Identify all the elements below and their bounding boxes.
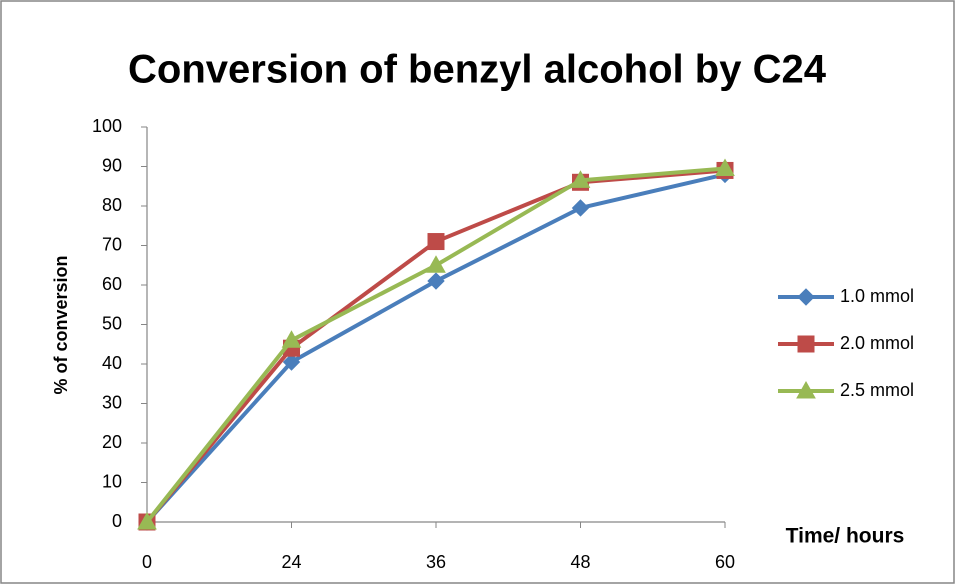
data-point [570, 170, 591, 188]
x-tick-label: 36 [426, 552, 446, 572]
data-point [571, 199, 590, 217]
y-tick-label: 100 [92, 116, 122, 136]
y-tick-label: 60 [102, 274, 122, 294]
data-point [427, 233, 445, 251]
y-tick-label: 70 [102, 234, 122, 254]
x-tick-label: 0 [142, 552, 152, 572]
data-point [427, 272, 445, 290]
y-tick-label: 90 [102, 155, 122, 175]
y-tick-label: 20 [102, 432, 122, 452]
data-point [426, 255, 446, 273]
x-tick-label: 48 [570, 552, 590, 572]
data-point [137, 511, 157, 530]
y-tick-label: 10 [102, 471, 122, 491]
y-tick-label: 50 [102, 313, 122, 333]
legend-label: 2.5 mmol [840, 380, 914, 400]
y-tick-label: 40 [102, 353, 122, 373]
data-point [715, 158, 735, 176]
data-point [282, 353, 301, 371]
y-tick-label: 0 [112, 511, 122, 531]
chart-title: Conversion of benzyl alcohol by C24 [128, 48, 827, 92]
x-tick-label: 24 [281, 552, 301, 572]
legend-marker [797, 335, 815, 353]
y-tick-label: 30 [102, 392, 122, 412]
x-tick-label: 60 [715, 552, 735, 572]
y-tick-label: 80 [102, 195, 122, 215]
data-point [281, 330, 302, 348]
legend-marker [796, 380, 816, 399]
legend-marker [797, 288, 815, 306]
legend-label: 1.0 mmol [840, 286, 914, 306]
legend-label: 2.0 mmol [840, 333, 914, 353]
y-axis-title: % of conversion [51, 255, 71, 394]
x-axis-title: Time/ hours [786, 525, 905, 548]
